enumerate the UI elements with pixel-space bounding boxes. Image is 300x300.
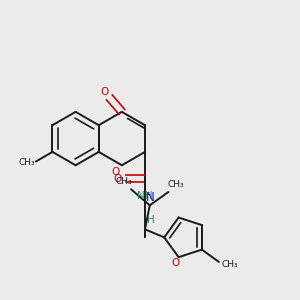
Text: CH₃: CH₃	[115, 177, 132, 186]
Text: CH₃: CH₃	[168, 180, 184, 189]
Text: O: O	[113, 174, 122, 184]
Text: O: O	[172, 258, 180, 268]
Text: O: O	[100, 87, 109, 97]
Text: CH₃: CH₃	[221, 260, 238, 269]
Text: H: H	[147, 215, 154, 225]
Text: O: O	[112, 167, 120, 178]
Text: CH₃: CH₃	[19, 158, 35, 167]
Text: N: N	[146, 191, 154, 204]
Text: NH: NH	[137, 191, 153, 201]
